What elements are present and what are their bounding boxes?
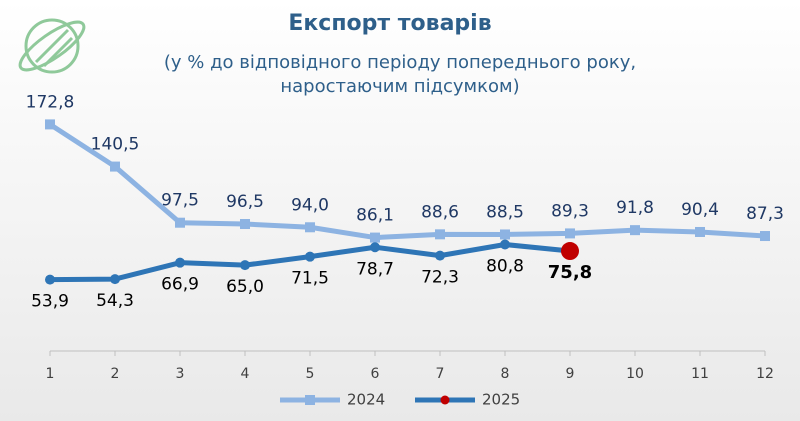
series-line	[48, 122, 766, 241]
data-label: 94,0	[291, 195, 329, 215]
highlight-marker	[561, 242, 579, 261]
chart-subtitle: наростаючим підсумком)	[280, 76, 519, 97]
marker	[240, 219, 250, 230]
data-label: 90,4	[681, 200, 719, 220]
data-label: 80,8	[486, 257, 524, 277]
data-label: 89,3	[551, 201, 589, 221]
logo	[18, 18, 86, 74]
x-tick-label: 1	[46, 366, 55, 382]
marker	[240, 260, 250, 271]
marker	[305, 251, 315, 262]
legend-marker	[440, 395, 450, 405]
marker	[110, 274, 120, 285]
marker	[370, 232, 380, 243]
marker	[110, 161, 120, 172]
marker	[500, 229, 510, 240]
marker	[45, 274, 55, 285]
marker	[695, 226, 705, 237]
marker	[435, 250, 445, 261]
legend-marker	[305, 395, 315, 405]
legend-label: 2025	[482, 391, 520, 409]
marker	[565, 228, 575, 239]
x-tick-label: 5	[306, 366, 315, 382]
marker	[175, 217, 185, 228]
marker	[370, 242, 380, 253]
legend-label: 2024	[347, 391, 385, 409]
marker	[305, 222, 315, 233]
data-label: 91,8	[616, 198, 654, 218]
data-label: 96,5	[226, 192, 264, 212]
marker	[45, 119, 55, 130]
chart-subtitle: (у % до відповідного періоду попередньог…	[164, 52, 636, 73]
x-tick-label: 2	[111, 366, 120, 382]
data-label: 97,5	[161, 191, 199, 211]
data-label: 54,3	[96, 291, 134, 311]
marker	[760, 231, 770, 242]
data-label: 53,9	[31, 292, 69, 312]
data-label: 172,8	[26, 92, 75, 112]
marker	[175, 257, 185, 268]
marker	[500, 239, 510, 250]
data-label: 88,5	[486, 202, 524, 222]
x-tick-label: 3	[176, 366, 185, 382]
x-tick-label: 4	[241, 366, 250, 382]
marker	[435, 229, 445, 240]
x-tick-label: 8	[501, 366, 510, 382]
data-label: 72,3	[421, 268, 459, 288]
data-label: 78,7	[356, 259, 394, 279]
x-tick-label: 9	[566, 366, 575, 382]
data-label: 88,6	[421, 202, 459, 222]
x-tick-label: 10	[626, 366, 644, 382]
x-tick-label: 6	[371, 366, 380, 382]
data-label: 87,3	[746, 204, 784, 224]
marker	[630, 225, 640, 236]
x-tick-label: 12	[756, 366, 774, 382]
data-label: 71,5	[291, 269, 329, 289]
x-tick-label: 7	[436, 366, 445, 382]
chart-title: Експорт товарів	[288, 11, 491, 36]
data-label: 86,1	[356, 206, 394, 226]
data-label: 66,9	[161, 275, 199, 295]
data-label: 75,8	[548, 262, 592, 283]
data-label: 65,0	[226, 277, 264, 297]
data-label: 140,5	[91, 135, 140, 155]
x-tick-label: 11	[691, 366, 709, 382]
